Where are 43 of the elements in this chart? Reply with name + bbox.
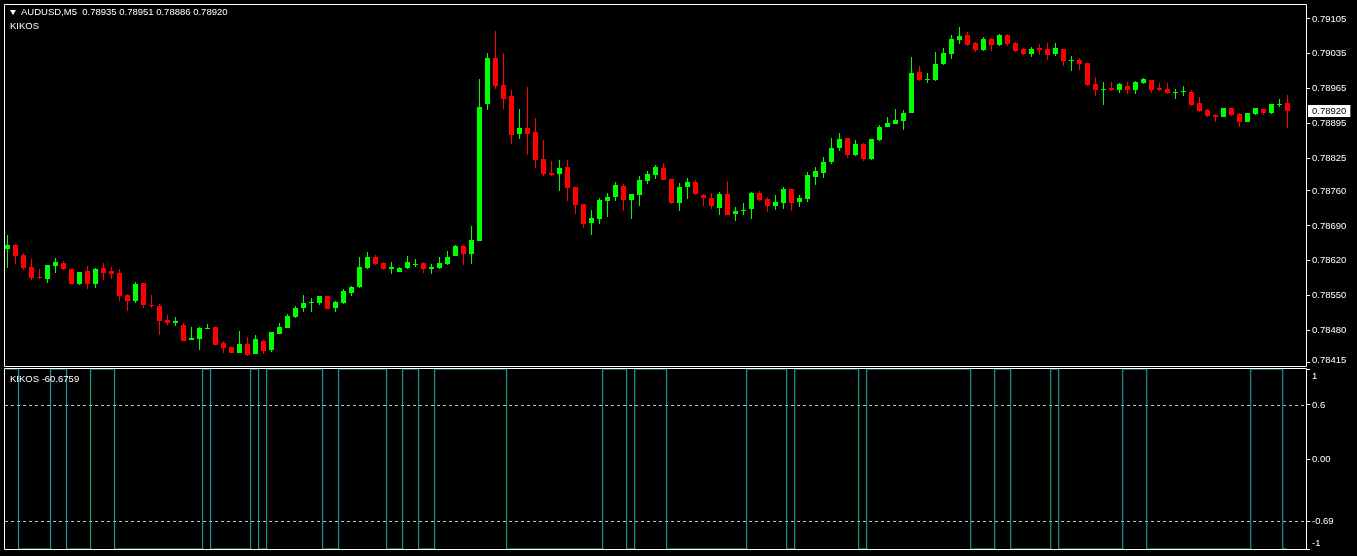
candlestick [733, 207, 738, 221]
candlestick [1173, 89, 1178, 99]
candlestick [525, 87, 530, 155]
candlestick [925, 73, 930, 83]
candlestick [149, 295, 154, 308]
y-tick-label: 0.6 [1312, 399, 1326, 411]
y-tick-label: 0.00 [1312, 453, 1331, 465]
y-tick-label: 0.78895 [1312, 117, 1347, 129]
text: KIKOS [10, 19, 40, 32]
candlestick [517, 109, 522, 139]
y-tick-label: 1 [1312, 370, 1318, 382]
candlestick [741, 203, 746, 215]
candlestick [389, 262, 394, 274]
candlestick [5, 235, 10, 268]
candlestick [557, 160, 562, 191]
candlestick [1101, 82, 1106, 105]
candlestick [605, 193, 610, 217]
candlestick [1181, 86, 1186, 96]
candlestick [205, 324, 210, 329]
y-tick-label: 0.78965 [1312, 82, 1347, 94]
candlestick [189, 327, 194, 340]
y-tick-label: 0.78480 [1312, 324, 1347, 336]
y-tick-label: 0.78690 [1312, 219, 1347, 231]
y-tick-label: 0.78760 [1312, 184, 1347, 196]
chart-title: AUDUSD,M5 0.78935 0.78951 0.78886 0.78920 [21, 6, 228, 18]
candlestick [413, 259, 418, 267]
candlestick [429, 264, 434, 274]
candlestick [589, 210, 594, 235]
candlestick [1277, 99, 1282, 107]
y-tick-label: 0.79105 [1312, 12, 1347, 24]
y-tick-label: 0.78620 [1312, 254, 1347, 266]
candlestick [1069, 56, 1074, 71]
y-tick-label: 0.79035 [1312, 47, 1347, 59]
y-tick-label: 0.78825 [1312, 152, 1347, 164]
text: 0.78920 [1312, 105, 1347, 117]
candlestick [1037, 44, 1042, 55]
candlestick [309, 298, 314, 312]
y-tick-label: 0.78415 [1312, 354, 1347, 366]
y-tick-label: -1 [1312, 537, 1321, 549]
candlestick [37, 269, 42, 279]
y-tick-label: 0.78550 [1312, 289, 1347, 301]
y-tick-label: -0.69 [1312, 515, 1334, 527]
candlestick [549, 161, 554, 176]
